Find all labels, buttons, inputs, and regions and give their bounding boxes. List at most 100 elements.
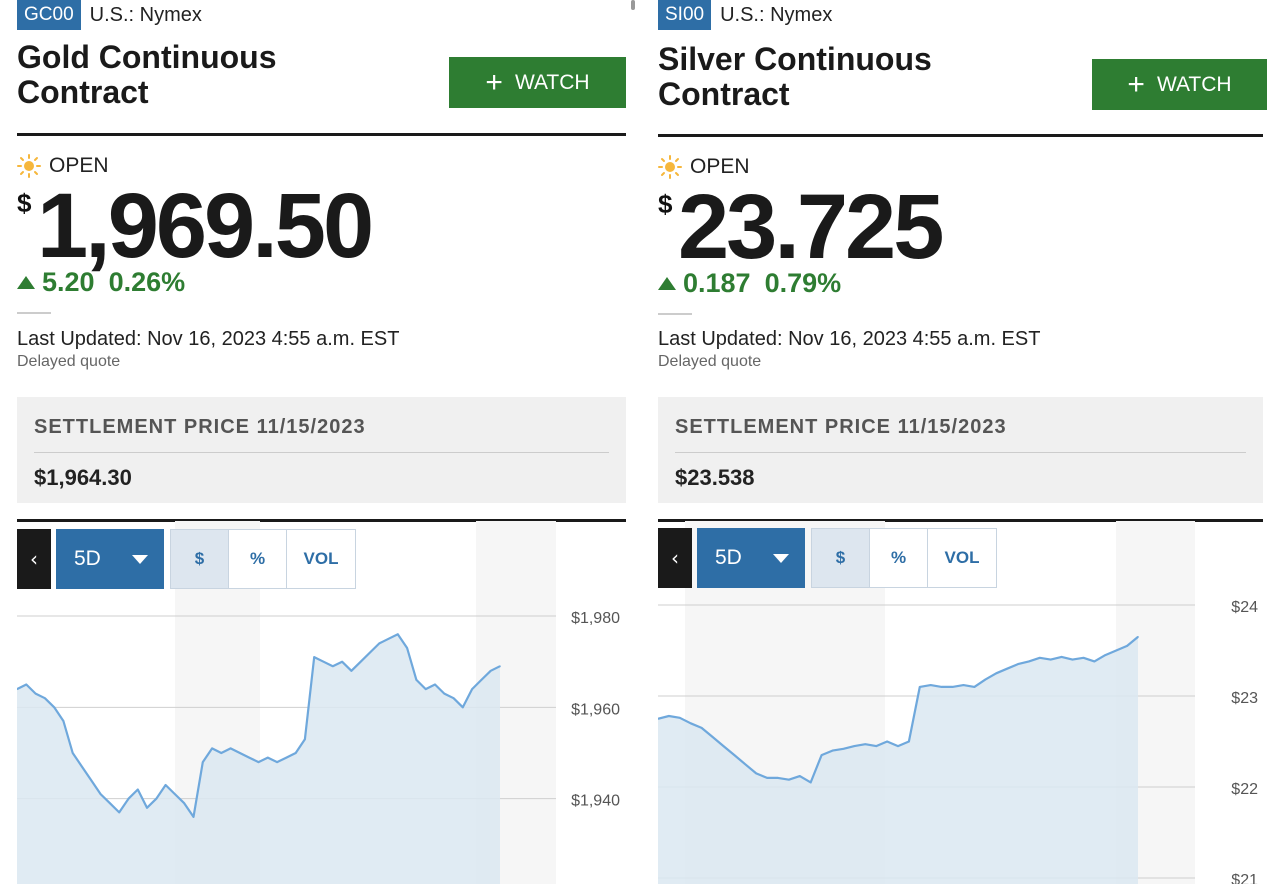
- data-point: [257, 761, 260, 763]
- data-point: [53, 706, 55, 709]
- data-point: [984, 678, 987, 681]
- data-point: [951, 686, 954, 688]
- mode-volume-button[interactable]: VOL: [928, 529, 996, 587]
- data-point: [276, 761, 278, 763]
- short-divider: [658, 313, 692, 315]
- data-point: [1137, 636, 1139, 638]
- price-chart[interactable]: $1,980$1,960$1,940$1,920 ‹ 5D $ % VOL: [17, 521, 626, 884]
- chart-mode-toggle: $ % VOL: [170, 529, 356, 589]
- data-point: [766, 777, 768, 779]
- symbol-badge: GC00: [17, 0, 81, 30]
- data-point: [71, 752, 74, 754]
- settlement-label: SETTLEMENT PRICE 11/15/2023: [675, 416, 1007, 438]
- data-point: [155, 797, 158, 800]
- y-tick-label: $1,960: [571, 701, 620, 718]
- data-point: [777, 777, 779, 779]
- chart-top-divider: [17, 519, 626, 522]
- status-label: OPEN: [49, 154, 109, 177]
- data-point: [99, 793, 102, 795]
- data-point: [499, 665, 501, 668]
- settlement-value: $1,964.30: [34, 465, 132, 490]
- page-title: Gold Continuous Contract: [17, 40, 277, 110]
- data-point: [658, 717, 659, 720]
- chart-controls: ‹ 5D $ % VOL: [17, 529, 356, 589]
- range-select[interactable]: 5D: [56, 529, 164, 589]
- market-status: OPEN: [17, 154, 109, 178]
- change-value: 5.20: [42, 267, 95, 297]
- data-point: [689, 722, 692, 725]
- caret-down-icon: [773, 553, 789, 563]
- plus-icon: +: [1127, 67, 1145, 101]
- data-point: [146, 807, 148, 809]
- data-point: [415, 679, 418, 681]
- chevron-left-icon[interactable]: ‹: [658, 528, 692, 588]
- silver-quote-panel: SI00 U.S.: Nymex Silver Continuous Contr…: [658, 0, 1267, 884]
- symbol-row: GC00 U.S.: Nymex: [17, 0, 202, 30]
- triangle-up-icon: [17, 276, 35, 289]
- data-point: [799, 775, 801, 777]
- series-area: [658, 636, 1138, 884]
- data-point: [973, 686, 976, 688]
- data-point: [62, 720, 65, 722]
- mode-percent-button[interactable]: %: [870, 529, 928, 587]
- data-point: [886, 740, 888, 743]
- watch-button[interactable]: + WATCH: [449, 57, 626, 108]
- y-tick-label: $24: [1231, 599, 1258, 616]
- data-point: [1049, 658, 1052, 661]
- y-tick-label: $21: [1231, 872, 1258, 884]
- mode-volume-button[interactable]: VOL: [287, 530, 355, 588]
- chart-controls: ‹ 5D $ % VOL: [658, 528, 997, 588]
- price-value: 23.725: [678, 176, 944, 278]
- gold-quote-panel: GC00 U.S.: Nymex Gold Continuous Contrac…: [17, 0, 626, 884]
- data-point: [1104, 654, 1107, 656]
- mode-dollar-button[interactable]: $: [171, 530, 229, 588]
- data-point: [183, 802, 185, 805]
- data-point: [1093, 660, 1096, 663]
- data-point: [929, 684, 932, 686]
- data-point: [722, 745, 725, 747]
- data-point: [127, 797, 130, 800]
- data-point: [359, 660, 362, 663]
- data-point: [480, 679, 483, 681]
- data-point: [897, 745, 899, 747]
- chart-mode-toggle: $ % VOL: [811, 528, 997, 588]
- data-point: [44, 697, 46, 699]
- data-point: [248, 756, 251, 759]
- market-status: OPEN: [658, 155, 750, 179]
- page-scrollbar[interactable]: [631, 0, 635, 10]
- watch-button[interactable]: + WATCH: [1092, 59, 1267, 110]
- data-point: [332, 665, 334, 668]
- sun-icon: [658, 155, 682, 179]
- data-point: [17, 688, 18, 690]
- y-tick-label: $23: [1231, 690, 1258, 707]
- data-point: [211, 747, 213, 750]
- watch-label: WATCH: [1156, 72, 1232, 96]
- title-line-2: Contract: [658, 76, 790, 112]
- data-point: [341, 660, 343, 663]
- y-tick-label: $1,980: [571, 610, 620, 627]
- data-point: [239, 752, 241, 754]
- price-chart[interactable]: $24 $23 $22 $21 ‹ 5D $ % VOL: [658, 521, 1263, 884]
- data-point: [809, 781, 812, 784]
- chart-canvas: $24 $23 $22 $21: [658, 521, 1258, 884]
- chevron-left-icon[interactable]: ‹: [17, 529, 51, 589]
- currency-symbol: $: [17, 188, 32, 218]
- data-point: [34, 692, 37, 695]
- range-select[interactable]: 5D: [697, 528, 805, 588]
- settlement-box: SETTLEMENT PRICE 11/15/2023 $23.538: [658, 397, 1263, 503]
- price-value: 1,969.50: [37, 175, 374, 277]
- data-point: [369, 651, 371, 654]
- mode-percent-button[interactable]: %: [229, 530, 287, 588]
- data-point: [1039, 656, 1041, 659]
- plus-icon: +: [485, 65, 503, 99]
- data-point: [471, 688, 473, 690]
- delayed-quote-note: Delayed quote: [658, 353, 762, 370]
- mode-dollar-button[interactable]: $: [812, 529, 870, 587]
- data-point: [136, 788, 139, 791]
- settlement-label: SETTLEMENT PRICE 11/15/2023: [34, 416, 366, 438]
- symbol-badge: SI00: [658, 0, 712, 30]
- data-point: [875, 745, 877, 747]
- price-change: 0.187 0.79%: [658, 268, 841, 299]
- data-point: [452, 697, 455, 699]
- title-line-1: Gold Continuous: [17, 39, 277, 75]
